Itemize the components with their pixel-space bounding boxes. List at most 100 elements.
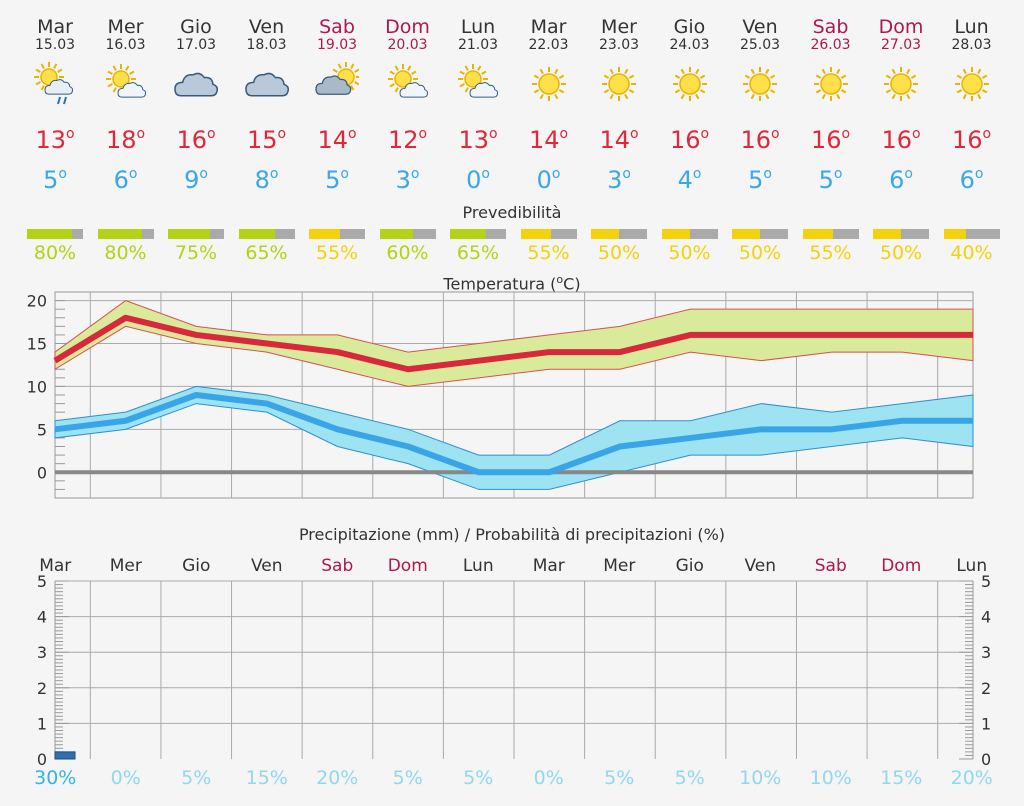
predictability-percent: 55%: [809, 242, 852, 264]
precip-y-tick-left: 2: [37, 679, 47, 698]
sun-icon: [725, 62, 795, 106]
sun-icon: [514, 62, 584, 106]
min-temperature: 9o: [184, 166, 208, 194]
precip-probability: 15%: [246, 767, 288, 789]
min-temperature: 5o: [43, 166, 67, 194]
precip-y-tick-right: 2: [981, 679, 991, 698]
predictability-bar: [520, 229, 577, 239]
precip-day-label: Mar: [533, 556, 565, 576]
precip-probability: 5%: [393, 767, 423, 789]
day-name: Dom: [385, 16, 430, 38]
max-temperature: 18o: [105, 126, 146, 154]
precip-y-tick-left: 5: [37, 572, 47, 591]
max-temperature: 16o: [669, 126, 710, 154]
day-date: 22.03: [528, 37, 569, 53]
day-date: 19.03: [316, 37, 358, 53]
predictability-percent: 50%: [738, 242, 782, 264]
sun-cloud-icon: [91, 62, 161, 106]
precip-probability: 20%: [951, 767, 993, 789]
precip-day-label: Lun: [463, 556, 494, 576]
max-temperature: 16o: [176, 126, 216, 154]
predictability-percent: 60%: [386, 242, 429, 264]
predictability-bar: [661, 229, 718, 239]
day-name: Gio: [673, 16, 706, 38]
sun-icon: [937, 62, 1007, 106]
day-date: 24.03: [669, 37, 710, 53]
cloud-icon: [161, 62, 231, 106]
max-temperature: 14o: [599, 126, 639, 154]
predictability-bar: [591, 229, 647, 239]
precip-bar: [54, 751, 76, 760]
day-name: Sab: [319, 16, 355, 38]
sun-cloud-icon: [443, 62, 513, 106]
predictability-percent: 50%: [597, 242, 641, 264]
max-temperature: 16o: [810, 126, 851, 154]
max-temperature: 16o: [881, 126, 921, 154]
day-name: Mar: [37, 16, 73, 38]
predictability-percent: 55%: [315, 242, 359, 264]
max-temperature: 13o: [35, 126, 75, 154]
precip-y-tick-right: 5: [981, 572, 991, 591]
day-name: Mar: [530, 16, 567, 38]
precip-probability: 20%: [316, 767, 358, 789]
sun-icon: [866, 62, 936, 106]
min-temperature: 4o: [677, 166, 702, 194]
sun-icon: [655, 62, 725, 106]
precip-probability: 10%: [810, 767, 852, 789]
precip-day-label: Dom: [388, 556, 428, 576]
cloud-icon: [232, 62, 302, 106]
min-temperature: 5o: [748, 166, 772, 194]
predictability-percent: 50%: [879, 242, 923, 264]
min-temperature: 0o: [536, 166, 561, 194]
precip-probability: 10%: [739, 767, 781, 789]
precip-y-tick-left: 0: [37, 750, 47, 769]
precip-day-label: Mer: [603, 556, 635, 576]
min-temperature: 5o: [325, 166, 349, 194]
precip-probability: 5%: [604, 767, 634, 789]
day-date: 17.03: [175, 37, 217, 53]
precip-probability: 5%: [181, 767, 211, 789]
line-max: [53, 314, 973, 373]
max-temperature: 14o: [528, 126, 569, 154]
day-date: 20.03: [387, 37, 428, 53]
predictability-percent: 40%: [950, 242, 993, 264]
precip-day-label: Mer: [110, 556, 142, 576]
predictability-percent: 80%: [33, 242, 77, 264]
min-temperature: 3o: [607, 166, 631, 194]
precipitation-chart: Mar Mer Gio Ven Sab Dom Lun Mar Mer Gio Ven Sab Dom L…: [34, 556, 993, 789]
predictability-percent: 65%: [245, 242, 288, 264]
max-temperature: 16o: [951, 126, 992, 154]
min-temperature: 6o: [889, 166, 913, 194]
precip-day-label: Gio: [182, 556, 210, 576]
precip-y-tick-left: 1: [37, 714, 47, 733]
precip-day-label: Gio: [676, 556, 704, 576]
y-tick-label: 0: [37, 463, 47, 482]
day-name: Lun: [954, 16, 989, 38]
band-max: [54, 300, 974, 387]
min-temperature: 8o: [254, 166, 279, 194]
temperature-chart: 0 5 10 15 20: [27, 291, 974, 499]
precip-day-label: Sab: [815, 556, 847, 576]
day-date: 15.03: [34, 37, 76, 53]
day-date: 21.03: [457, 37, 499, 53]
day-name: Ven: [742, 16, 778, 38]
day-date: 18.03: [246, 37, 287, 53]
max-temperature: 12o: [387, 126, 428, 154]
y-tick-label: 15: [27, 335, 47, 354]
precip-probability: 15%: [880, 767, 922, 789]
precip-probability: 0%: [111, 767, 141, 789]
precipitation-title: Precipitazione (mm) / Probabilità di pre…: [298, 525, 726, 544]
precip-y-tick-left: 3: [37, 643, 47, 662]
predictability-percent: 50%: [668, 242, 711, 264]
day-name: Dom: [878, 16, 924, 38]
min-temperature: 3o: [395, 166, 420, 194]
max-temperature: 16o: [740, 126, 780, 154]
day-name: Mer: [601, 16, 637, 38]
predictability-bar: [873, 229, 929, 239]
y-tick-label: 5: [37, 420, 47, 439]
day-name: Ven: [248, 16, 285, 38]
predictability-bar: [238, 229, 295, 239]
sun-cloud-icon: [373, 62, 443, 106]
min-temperature: 6o: [113, 166, 138, 194]
